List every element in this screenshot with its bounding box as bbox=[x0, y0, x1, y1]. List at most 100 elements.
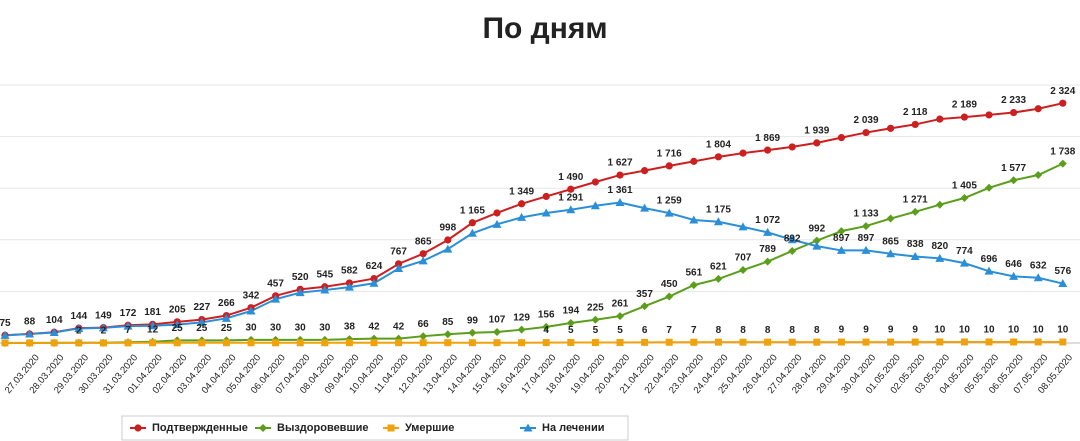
point bbox=[320, 285, 330, 294]
data-label: 30 bbox=[270, 323, 282, 334]
data-label: 576 bbox=[1054, 266, 1071, 277]
data-label: 8 bbox=[740, 325, 746, 336]
point bbox=[985, 111, 993, 119]
point bbox=[837, 227, 846, 236]
data-label: 820 bbox=[931, 241, 948, 252]
data-label: 99 bbox=[467, 315, 479, 326]
data-label: 9 bbox=[888, 325, 894, 336]
point bbox=[272, 339, 280, 347]
point bbox=[911, 207, 920, 216]
point bbox=[1059, 338, 1067, 346]
data-label: 9 bbox=[912, 325, 918, 336]
point bbox=[1, 339, 9, 347]
point bbox=[75, 339, 83, 347]
point bbox=[739, 338, 747, 346]
point bbox=[173, 339, 181, 347]
data-label: 8 bbox=[765, 325, 771, 336]
legend-label: Выздоровевшие bbox=[277, 422, 369, 434]
data-label: 1 939 bbox=[804, 126, 829, 137]
point bbox=[788, 338, 796, 346]
point bbox=[984, 266, 994, 275]
point bbox=[395, 339, 403, 347]
point bbox=[665, 292, 674, 301]
data-label: 624 bbox=[366, 261, 383, 272]
point bbox=[567, 185, 575, 193]
point bbox=[444, 236, 452, 244]
data-label: 8 bbox=[716, 325, 722, 336]
data-label: 696 bbox=[981, 254, 998, 265]
data-label: 172 bbox=[120, 308, 137, 319]
point bbox=[616, 171, 624, 179]
data-label: 2 324 bbox=[1050, 86, 1075, 97]
point bbox=[590, 201, 600, 210]
data-label: 7 bbox=[691, 325, 697, 336]
data-label: 789 bbox=[759, 244, 776, 255]
data-label: 1 869 bbox=[755, 133, 780, 144]
data-label: 2 233 bbox=[1001, 95, 1026, 106]
data-label: 2 118 bbox=[903, 107, 928, 118]
point bbox=[787, 235, 797, 244]
point bbox=[739, 266, 747, 275]
point bbox=[616, 338, 624, 346]
data-label: 6 bbox=[642, 325, 648, 336]
point bbox=[640, 203, 650, 212]
point bbox=[1058, 159, 1067, 168]
point bbox=[886, 249, 896, 258]
point bbox=[542, 339, 550, 347]
point bbox=[541, 208, 551, 217]
data-label: 12 bbox=[147, 324, 159, 335]
point bbox=[467, 228, 477, 237]
point bbox=[493, 209, 501, 217]
point bbox=[960, 338, 968, 346]
point bbox=[295, 288, 305, 297]
data-label: 85 bbox=[442, 317, 454, 328]
data-label: 10 bbox=[934, 325, 946, 336]
data-label: 561 bbox=[685, 268, 702, 279]
data-label: 1 405 bbox=[952, 181, 977, 192]
data-label: 646 bbox=[1005, 259, 1022, 270]
data-label: 865 bbox=[882, 236, 899, 247]
data-label: 992 bbox=[808, 223, 825, 234]
point bbox=[1059, 99, 1067, 107]
point bbox=[25, 329, 35, 338]
point bbox=[387, 424, 395, 432]
data-label: 25 bbox=[196, 323, 208, 334]
point bbox=[419, 339, 427, 347]
point bbox=[566, 318, 575, 327]
data-label: 1 627 bbox=[607, 158, 632, 169]
point bbox=[887, 124, 895, 132]
data-label: 1 577 bbox=[1001, 163, 1026, 174]
point bbox=[615, 198, 625, 207]
data-label: 450 bbox=[661, 279, 678, 290]
point bbox=[369, 278, 379, 287]
point bbox=[197, 317, 207, 326]
data-label: 838 bbox=[907, 239, 924, 250]
point bbox=[813, 139, 821, 147]
point bbox=[690, 157, 698, 165]
data-label: 457 bbox=[267, 278, 284, 289]
data-label: 1 271 bbox=[903, 194, 928, 205]
point bbox=[960, 194, 969, 203]
data-label: 5 bbox=[617, 325, 623, 336]
point bbox=[690, 338, 698, 346]
point bbox=[911, 338, 919, 346]
point bbox=[134, 424, 142, 432]
legend-label: Подтвержденные bbox=[152, 422, 248, 434]
data-label: 25 bbox=[221, 323, 233, 334]
legend-label: Умершие bbox=[405, 422, 454, 434]
point bbox=[1058, 279, 1068, 288]
point bbox=[1033, 273, 1043, 282]
point bbox=[689, 215, 699, 224]
data-label: 1 291 bbox=[558, 192, 583, 203]
point bbox=[148, 321, 158, 330]
point bbox=[862, 222, 870, 231]
data-label: 144 bbox=[70, 311, 87, 322]
data-label: 707 bbox=[735, 253, 752, 264]
point bbox=[812, 241, 822, 250]
point bbox=[664, 208, 674, 217]
data-label: 545 bbox=[316, 269, 333, 280]
point bbox=[616, 312, 624, 321]
point bbox=[813, 338, 821, 346]
point bbox=[591, 338, 599, 346]
